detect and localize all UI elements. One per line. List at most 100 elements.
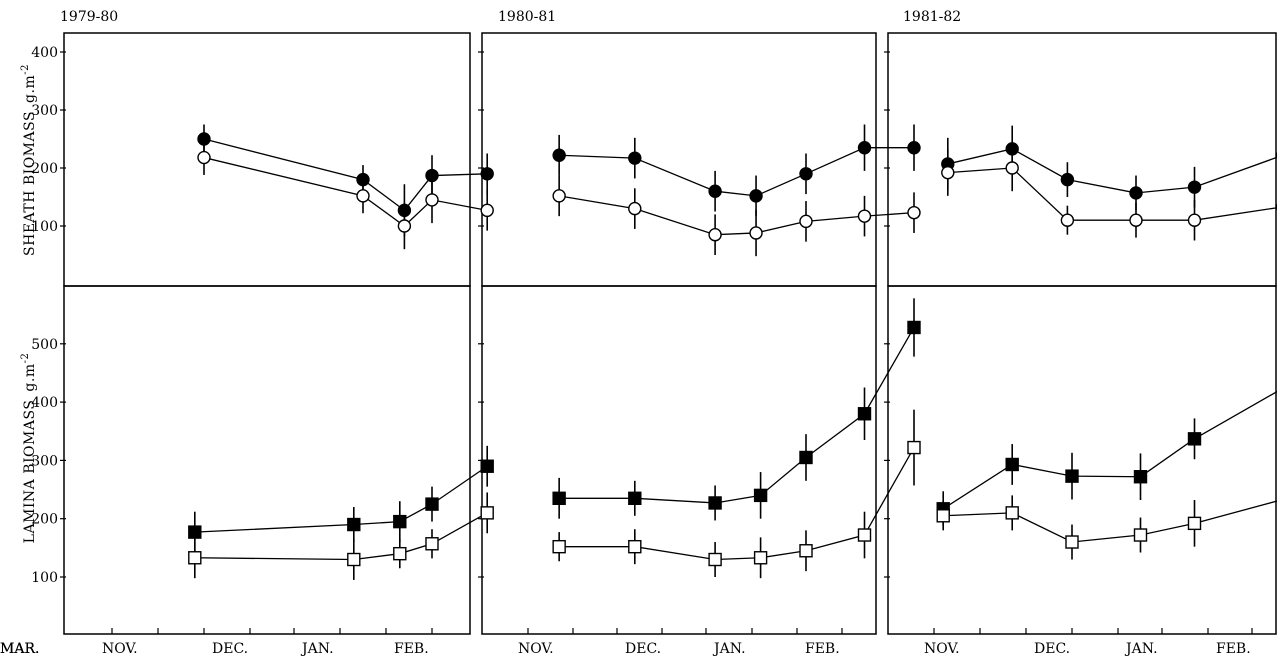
month-label-0-3: FEB. bbox=[394, 641, 429, 657]
sheath-data-point-2-0-4 bbox=[1187, 180, 1202, 194]
sheath-data-point-1-0-1 bbox=[628, 151, 642, 165]
lamina-y-axis-unit: g.m bbox=[22, 363, 38, 391]
lamina-data-point-1-0-2 bbox=[708, 496, 722, 510]
lamina-data-point-1-1-2 bbox=[708, 552, 722, 567]
sheath-y-tick-label-0: 100 bbox=[31, 219, 58, 235]
sheath-data-point-1-1-4 bbox=[799, 214, 813, 229]
lamina-data-point-0-1-2 bbox=[393, 546, 407, 561]
lamina-y-axis-label: LAMINA BIOMASS g.m-2 bbox=[20, 353, 38, 544]
sheath-y-axis-label: SHEATH BIOMASS g.m-2 bbox=[20, 64, 38, 256]
month-label-0-0: NOV. bbox=[102, 641, 138, 657]
sheath-data-point-2-1-4 bbox=[1187, 213, 1202, 227]
month-label-0-2: JAN. bbox=[300, 641, 334, 657]
sheath-data-point-1-1-5 bbox=[857, 209, 872, 223]
sheath-series-line-2-1 bbox=[947, 167, 1277, 221]
sheath-data-point-1-1-1 bbox=[628, 201, 642, 216]
month-label-1-0: NOV. bbox=[518, 641, 554, 657]
lamina-data-point-1-1-3 bbox=[753, 551, 768, 565]
sheath-data-point-1-0-6 bbox=[907, 140, 921, 155]
lamina-panel-frame-1 bbox=[481, 285, 877, 635]
sheath-panel-frame-1 bbox=[481, 32, 877, 287]
sheath-data-point-1-1-6 bbox=[907, 205, 921, 220]
lamina-data-point-2-0-3 bbox=[1133, 470, 1148, 484]
lamina-y-axis-title: LAMINA BIOMASS bbox=[22, 400, 38, 544]
sheath-data-point-1-1-2 bbox=[708, 227, 722, 242]
sheath-y-axis-title: SHEATH BIOMASS bbox=[22, 111, 38, 256]
lamina-data-point-2-1-0 bbox=[936, 509, 950, 523]
sheath-data-point-1-1-0 bbox=[552, 189, 566, 203]
sheath-y-tick-label-3: 400 bbox=[31, 45, 58, 61]
lamina-data-point-2-1-4 bbox=[1187, 516, 1202, 531]
sheath-data-point-0-1-2 bbox=[397, 219, 412, 233]
sheath-data-point-2-0-3 bbox=[1129, 186, 1143, 200]
sheath-panel-frame-0 bbox=[63, 32, 471, 287]
lamina-data-point-1-1-1 bbox=[628, 539, 642, 554]
lamina-y-tick-label-4: 500 bbox=[31, 337, 58, 353]
lamina-data-point-1-0-4 bbox=[799, 450, 813, 465]
lamina-data-point-2-0-1 bbox=[1005, 457, 1019, 472]
lamina-data-point-2-1-2 bbox=[1065, 535, 1079, 549]
sheath-y-tick-label-2: 300 bbox=[31, 103, 58, 119]
lamina-data-point-1-0-0 bbox=[552, 491, 566, 505]
sheath-y-axis-exponent: -2 bbox=[20, 64, 31, 75]
lamina-data-point-1-0-6 bbox=[907, 320, 921, 335]
lamina-series-line-0-0 bbox=[194, 465, 488, 533]
season-title-1979-80: 1979-80 bbox=[60, 9, 118, 25]
lamina-data-point-2-1-3 bbox=[1133, 528, 1148, 542]
month-label-1-1: DEC. bbox=[625, 641, 661, 657]
sheath-data-point-2-1-0 bbox=[941, 165, 955, 180]
sheath-data-point-2-1-1 bbox=[1005, 161, 1019, 175]
month-label-2-1: DEC. bbox=[1034, 641, 1070, 657]
lamina-data-point-0-1-3 bbox=[425, 537, 439, 551]
season-title-1981-82: 1981-82 bbox=[903, 9, 961, 25]
lamina-data-point-1-1-6 bbox=[907, 440, 921, 455]
month-label-2-4: MAR. bbox=[0, 641, 39, 657]
lamina-panel-frame-2 bbox=[887, 285, 1277, 635]
lamina-data-point-2-0-2 bbox=[1065, 469, 1079, 483]
lamina-data-point-0-1-4 bbox=[480, 506, 494, 520]
lamina-series-line-0-1 bbox=[194, 512, 488, 561]
sheath-series-line-1-0 bbox=[559, 147, 914, 197]
lamina-data-point-0-0-4 bbox=[480, 459, 494, 473]
lamina-series-line-2-0 bbox=[942, 390, 1277, 510]
month-label-0-4: MAR. bbox=[0, 641, 39, 657]
sheath-data-point-0-0-4 bbox=[480, 167, 494, 181]
month-label-2-0: NOV. bbox=[924, 641, 960, 657]
lamina-y-axis-exponent: -2 bbox=[20, 353, 31, 364]
lamina-data-point-1-0-3 bbox=[753, 488, 768, 503]
month-label-0-1: DEC. bbox=[212, 641, 248, 657]
sheath-data-point-1-0-2 bbox=[708, 184, 722, 198]
lamina-data-point-1-1-0 bbox=[552, 539, 566, 554]
lamina-data-point-0-1-1 bbox=[347, 552, 361, 567]
lamina-data-point-1-1-4 bbox=[799, 544, 813, 558]
sheath-data-point-0-1-3 bbox=[425, 193, 439, 207]
lamina-y-tick-label-2: 300 bbox=[31, 453, 58, 469]
month-label-2-2: JAN. bbox=[1124, 641, 1158, 657]
lamina-data-point-0-0-1 bbox=[347, 517, 361, 532]
chart-marks: NOV. DEC. JAN. FEB.MAR. NOV. DEC. JAN. FEB.MAR.… bbox=[0, 32, 1277, 657]
lamina-panel-frame-0 bbox=[63, 285, 471, 635]
season-title-1980-81: 1980-81 bbox=[498, 9, 556, 25]
lamina-data-point-0-0-3 bbox=[425, 497, 439, 511]
lamina-series-line-2-1 bbox=[943, 500, 1277, 543]
sheath-data-point-0-1-1 bbox=[356, 189, 370, 203]
sheath-y-axis-unit: g.m bbox=[22, 75, 38, 103]
lamina-y-tick-label-3: 400 bbox=[31, 395, 58, 411]
sheath-series-line-2-0 bbox=[947, 148, 1277, 194]
lamina-data-point-0-0-0 bbox=[188, 525, 202, 539]
month-label-1-4: MAR. bbox=[0, 641, 39, 657]
sheath-data-point-1-0-4 bbox=[799, 167, 813, 181]
month-label-2-3: FEB. bbox=[1216, 641, 1251, 657]
lamina-data-point-0-1-0 bbox=[188, 551, 202, 565]
lamina-y-tick-label-0: 100 bbox=[31, 570, 58, 586]
sheath-series-line-0-0 bbox=[203, 138, 488, 212]
sheath-data-point-0-1-0 bbox=[197, 150, 211, 165]
sheath-series-line-0-1 bbox=[203, 156, 488, 227]
lamina-data-point-0-0-2 bbox=[393, 514, 407, 529]
lamina-data-point-1-0-1 bbox=[628, 491, 642, 505]
lamina-series-line-1-1 bbox=[559, 447, 915, 561]
sheath-data-point-1-0-0 bbox=[552, 148, 566, 162]
month-label-1-2: JAN. bbox=[712, 641, 746, 657]
sheath-data-point-0-1-4 bbox=[480, 203, 494, 218]
